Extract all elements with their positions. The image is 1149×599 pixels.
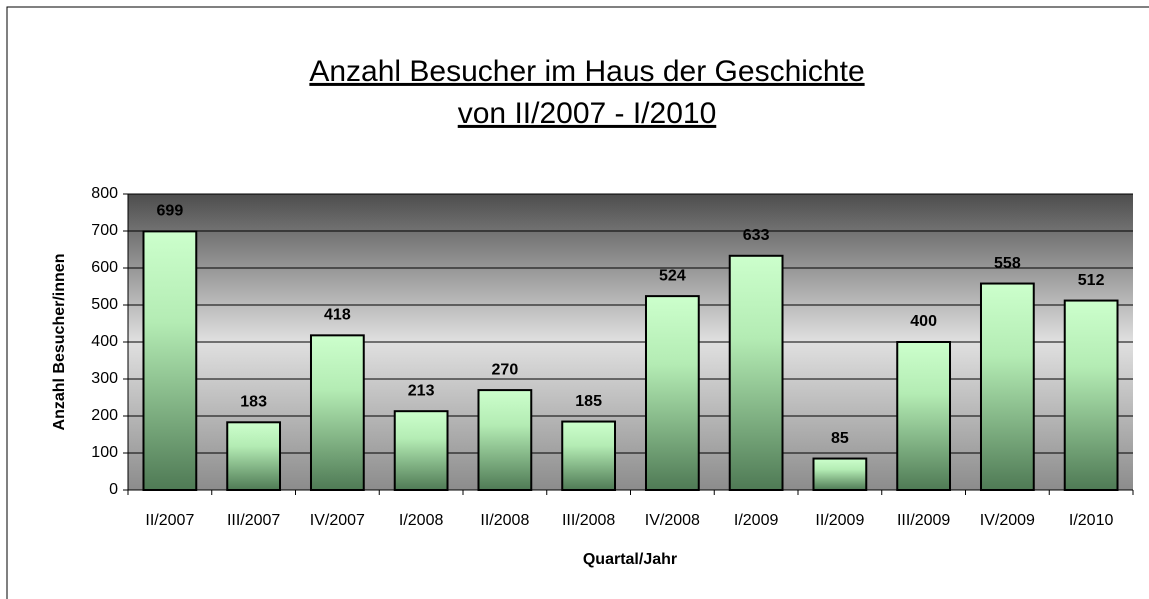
bar [393, 410, 449, 491]
x-tick-label: IV/2007 [310, 512, 365, 529]
value-label: 400 [910, 313, 937, 330]
bar [896, 341, 952, 491]
x-tick-label: III/2008 [562, 512, 615, 529]
bar [309, 334, 365, 491]
frame [6, 6, 1149, 599]
bar [477, 389, 533, 492]
x-tick-label: II/2009 [815, 512, 864, 529]
y-tick-label: 400 [91, 333, 118, 350]
y-tick-label: 600 [91, 259, 118, 276]
x-axis-title: Quartal/Jahr [583, 551, 677, 568]
x-tick-label: III/2009 [897, 512, 950, 529]
x-tick-label: I/2008 [399, 512, 444, 529]
x-tick-label: III/2007 [227, 512, 280, 529]
chart-subtitle: von II/2007 - I/2010 [458, 97, 717, 130]
value-label: 270 [492, 361, 519, 378]
y-tick-label: 500 [91, 296, 118, 313]
x-tick-label: IV/2009 [980, 512, 1035, 529]
bar [728, 254, 784, 491]
bar [1063, 299, 1119, 491]
bar [226, 421, 282, 492]
y-tick-label: 700 [91, 222, 118, 239]
value-label: 183 [240, 394, 267, 411]
value-label: 85 [831, 430, 849, 447]
chart-title: Anzahl Besucher im Haus der Geschichte [309, 55, 864, 88]
y-tick-label: 200 [91, 407, 118, 424]
bar [561, 420, 617, 491]
value-label: 699 [157, 203, 184, 220]
value-label: 512 [1078, 272, 1105, 289]
x-tick-label: I/2010 [1069, 512, 1114, 529]
y-tick-label: 0 [109, 481, 118, 498]
y-axis-title: Anzahl Besucher/innen [51, 254, 68, 431]
value-label: 633 [743, 227, 770, 244]
y-tick-label: 800 [91, 185, 118, 202]
bar [979, 282, 1035, 492]
value-label: 558 [994, 255, 1021, 272]
bar [812, 457, 868, 491]
value-label: 185 [575, 393, 602, 410]
x-tick-label: I/2009 [734, 512, 779, 529]
value-label: 418 [324, 307, 351, 324]
value-label: 213 [408, 382, 435, 399]
y-tick-label: 100 [91, 444, 118, 461]
x-tick-label: II/2007 [145, 512, 194, 529]
x-tick-label: IV/2008 [645, 512, 700, 529]
bar [142, 230, 198, 491]
value-label: 524 [659, 267, 686, 284]
y-tick-label: 300 [91, 370, 118, 387]
x-tick-label: II/2008 [480, 512, 529, 529]
bar [644, 295, 700, 491]
